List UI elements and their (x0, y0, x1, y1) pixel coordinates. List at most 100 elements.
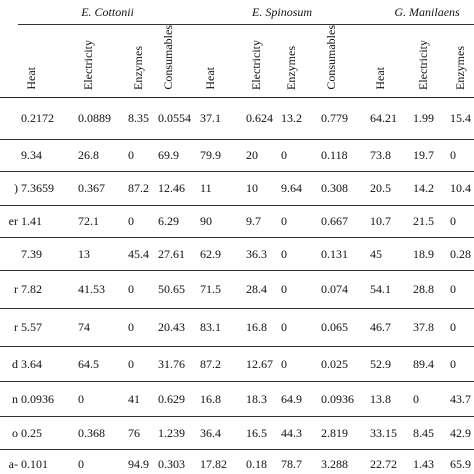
table-cell: 45.4 (125, 237, 155, 271)
table-cell: 7.3659 (18, 171, 75, 206)
table-cell: 8.45 (410, 416, 448, 450)
table-cell: 83.1 (197, 308, 244, 347)
table-cell: 28.4 (243, 270, 279, 309)
column-header-text: Enzymes (131, 45, 145, 90)
row-label: er (0, 205, 18, 238)
table-cell: 0 (125, 270, 155, 309)
table-cell: 20 (243, 139, 279, 172)
table-cell: 0 (447, 270, 474, 309)
table-cell: 0 (75, 381, 125, 417)
table-cell: 3.64 (18, 346, 75, 382)
column-header: Electricity (243, 24, 279, 98)
table-cell: 0.074 (318, 270, 368, 309)
table-cell: 41 (125, 381, 155, 417)
table-cell: 9.34 (18, 139, 75, 172)
column-row: Heat Electricity Enzymes Consumables Heat Ele… (0, 24, 474, 98)
table-cell: 43.7 (447, 381, 474, 417)
table-cell: 9.7 (243, 205, 279, 238)
table-cell: 31.76 (155, 346, 198, 382)
table-row: 0.2172 0.0889 8.35 0.0554 37.1 0.624 13.2 0.779… (0, 97, 474, 140)
table-cell: 16.5 (243, 416, 279, 450)
table-cell: 28.8 (410, 270, 448, 309)
table-cell: 16.8 (243, 308, 279, 347)
column-header-text: Electricity (81, 39, 95, 90)
table-cell: 0.101 (18, 449, 75, 474)
table-cell: 16.8 (197, 381, 244, 417)
column-header-text: Consumables (324, 25, 339, 90)
table-cell: 13.8 (367, 381, 411, 417)
table-cell: 0.2172 (18, 97, 75, 140)
table-cell: 79.9 (197, 139, 244, 172)
column-header-text: Enzymes (453, 45, 468, 90)
column-header: Enzymes (278, 24, 319, 98)
group-header: E. Spinosum (197, 0, 368, 25)
table-cell: 7.82 (18, 270, 75, 309)
table-cell: 1.41 (18, 205, 75, 238)
table-cell: 0.025 (318, 346, 368, 382)
table-cell: 0 (447, 346, 474, 382)
table-cell: 0 (125, 308, 155, 347)
table-cell: 37.1 (197, 97, 244, 140)
column-header-text: Consumables (161, 25, 175, 90)
table-cell: 0.367 (75, 171, 125, 206)
table-cell: 0 (278, 237, 319, 271)
table-cell: 0 (447, 205, 474, 238)
column-header: Electricity (75, 24, 125, 98)
table-cell: 94.9 (125, 449, 155, 474)
group-header: E. Cottonii (18, 0, 198, 25)
table-cell: 13.2 (278, 97, 319, 140)
table-cell: 0 (125, 205, 155, 238)
table-cell: 17.82 (197, 449, 244, 474)
table-cell: 0.629 (155, 381, 198, 417)
row-label: r (0, 270, 18, 309)
table-body: 0.2172 0.0889 8.35 0.0554 37.1 0.624 13.2 0.779… (0, 97, 474, 474)
table-cell: 73.8 (367, 139, 411, 172)
table-cell: 0.18 (243, 449, 279, 474)
table-cell: 9.64 (278, 171, 319, 206)
table-cell: 37.8 (410, 308, 448, 347)
table-row: r 5.57 74 0 20.43 83.1 16.8 0 0.065 46.7 37.8 0 (0, 308, 474, 347)
table-row: ) 7.3659 0.367 87.2 12.46 11 10 9.64 0.308 20.5 14… (0, 171, 474, 206)
table-cell: 21.5 (410, 205, 448, 238)
table-cell: 64.21 (367, 97, 411, 140)
table-cell: 1.239 (155, 416, 198, 450)
table-row: er 1.41 72.1 0 6.29 90 9.7 0 0.667 10.7 21.5 0 (0, 205, 474, 238)
table-cell: 12.46 (155, 171, 198, 206)
table-row: a- 0.101 0 94.9 0.303 17.82 0.18 78.7 3.288 22.72… (0, 449, 474, 474)
table-cell: 19.7 (410, 139, 448, 172)
table-cell: 0.131 (318, 237, 368, 271)
table-cell: 0 (410, 381, 448, 417)
table-cell: 36.4 (197, 416, 244, 450)
table-cell: 71.5 (197, 270, 244, 309)
table-cell: 10.4 (447, 171, 474, 206)
table-cell: 87.2 (197, 346, 244, 382)
table-cell: 26.8 (75, 139, 125, 172)
table-cell: 0.308 (318, 171, 368, 206)
table-cell: 45 (367, 237, 411, 271)
table-cell: 8.35 (125, 97, 155, 140)
table-cell: 6.29 (155, 205, 198, 238)
table-header: E. Cottonii E. Spinosum G. Manilaens Heat El… (0, 0, 474, 98)
table-cell: 3.288 (318, 449, 368, 474)
table-cell: 64.9 (278, 381, 319, 417)
table-cell: 72.1 (75, 205, 125, 238)
group-row: E. Cottonii E. Spinosum G. Manilaens (0, 0, 474, 25)
table-cell: 42.9 (447, 416, 474, 450)
table-row: n 0.0936 0 41 0.629 16.8 18.3 64.9 0.0936 13.8 0 43… (0, 381, 474, 417)
table-cell: 0 (278, 346, 319, 382)
column-header: Heat (367, 24, 411, 98)
column-header-text: Heat (24, 67, 38, 90)
table-cell: 14.2 (410, 171, 448, 206)
row-label (0, 237, 18, 271)
column-header: Consumables (318, 24, 368, 98)
table-cell: 0.667 (318, 205, 368, 238)
table-cell: 0.303 (155, 449, 198, 474)
table-cell: 52.9 (367, 346, 411, 382)
table-cell: 20.5 (367, 171, 411, 206)
row-label (0, 139, 18, 172)
table-cell: 0.624 (243, 97, 279, 140)
row-label: r (0, 308, 18, 347)
table-cell: 69.9 (155, 139, 198, 172)
